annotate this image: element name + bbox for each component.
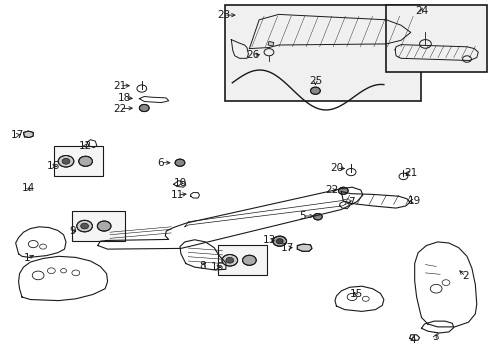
Circle shape <box>222 255 237 266</box>
Text: 17: 17 <box>280 243 294 253</box>
Bar <box>72 211 125 241</box>
Circle shape <box>62 158 70 164</box>
Circle shape <box>338 187 347 194</box>
Circle shape <box>81 223 88 229</box>
Circle shape <box>77 220 92 232</box>
Text: 11: 11 <box>170 190 183 200</box>
Circle shape <box>276 239 283 244</box>
Polygon shape <box>297 244 311 251</box>
Text: 4: 4 <box>409 335 416 345</box>
Circle shape <box>313 213 322 220</box>
Text: 3: 3 <box>431 332 438 342</box>
Text: 14: 14 <box>21 183 35 193</box>
Circle shape <box>242 255 256 265</box>
Circle shape <box>225 257 233 263</box>
Text: 16: 16 <box>47 161 61 171</box>
Text: 13: 13 <box>262 235 275 246</box>
Circle shape <box>272 236 286 246</box>
Text: 17: 17 <box>10 130 24 140</box>
Text: 16: 16 <box>210 262 224 272</box>
Text: 19: 19 <box>407 196 421 206</box>
Circle shape <box>79 156 92 166</box>
Text: 2: 2 <box>461 271 468 282</box>
Text: 18: 18 <box>118 93 131 103</box>
Text: 21: 21 <box>403 168 417 178</box>
Text: 22: 22 <box>113 104 126 114</box>
Text: 10: 10 <box>173 178 186 188</box>
Text: 9: 9 <box>69 226 76 236</box>
Text: 25: 25 <box>308 76 322 86</box>
Text: 1: 1 <box>23 253 30 264</box>
Text: 8: 8 <box>199 261 206 271</box>
Circle shape <box>97 221 111 231</box>
Circle shape <box>310 87 320 94</box>
Text: 24: 24 <box>414 6 427 16</box>
Bar <box>217 245 266 275</box>
Text: 7: 7 <box>347 197 354 207</box>
Text: 6: 6 <box>157 158 163 168</box>
Polygon shape <box>23 131 33 138</box>
Text: 12: 12 <box>79 141 92 151</box>
Bar <box>224 5 420 101</box>
Text: 21: 21 <box>113 81 126 91</box>
Text: 15: 15 <box>348 289 362 300</box>
Circle shape <box>58 156 74 167</box>
Circle shape <box>139 104 149 112</box>
Text: 5: 5 <box>298 211 305 221</box>
Polygon shape <box>267 41 273 46</box>
Bar <box>54 146 102 176</box>
Bar <box>386 5 486 72</box>
Text: 23: 23 <box>217 10 230 20</box>
Text: 26: 26 <box>246 50 260 60</box>
Circle shape <box>175 159 184 166</box>
Text: 20: 20 <box>329 163 342 174</box>
Text: 22: 22 <box>324 185 338 195</box>
